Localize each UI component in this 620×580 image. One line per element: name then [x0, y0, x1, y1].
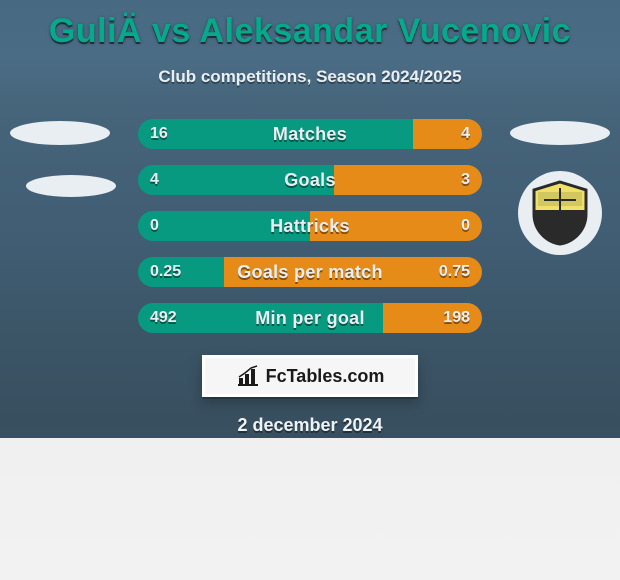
generated-date: 2 december 2024 — [0, 415, 620, 436]
subtitle: Club competitions, Season 2024/2025 — [0, 67, 620, 87]
stats-area: 164Matches 43Goals 00Hattricks 0.250.75Goal… — [0, 119, 620, 333]
shield-icon — [530, 180, 590, 246]
stat-row: 0.250.75Goals per match — [138, 257, 482, 287]
stat-label: Goals per match — [138, 257, 482, 287]
stat-label: Matches — [138, 119, 482, 149]
stat-row: 164Matches — [138, 119, 482, 149]
brand-box: FcTables.com — [202, 355, 418, 397]
stat-label: Min per goal — [138, 303, 482, 333]
comparison-infographic: GuliÄ vs Aleksandar Vucenovic Club compe… — [0, 0, 620, 580]
stat-row: 492198Min per goal — [138, 303, 482, 333]
bar-chart-icon — [236, 364, 260, 388]
brand-label: FcTables.com — [266, 366, 385, 387]
stat-label: Hattricks — [138, 211, 482, 241]
page-title: GuliÄ vs Aleksandar Vucenovic — [0, 12, 620, 51]
stat-row: 00Hattricks — [138, 211, 482, 241]
player-right-avatar-ellipse — [510, 121, 610, 145]
player-left-avatar-ellipse — [10, 121, 110, 145]
stat-row: 43Goals — [138, 165, 482, 195]
player-right-club-crest — [518, 171, 602, 255]
stat-label: Goals — [138, 165, 482, 195]
player-left-avatar-ellipse-2 — [26, 175, 116, 197]
stat-bars: 164Matches 43Goals 00Hattricks 0.250.75Goal… — [138, 119, 482, 333]
